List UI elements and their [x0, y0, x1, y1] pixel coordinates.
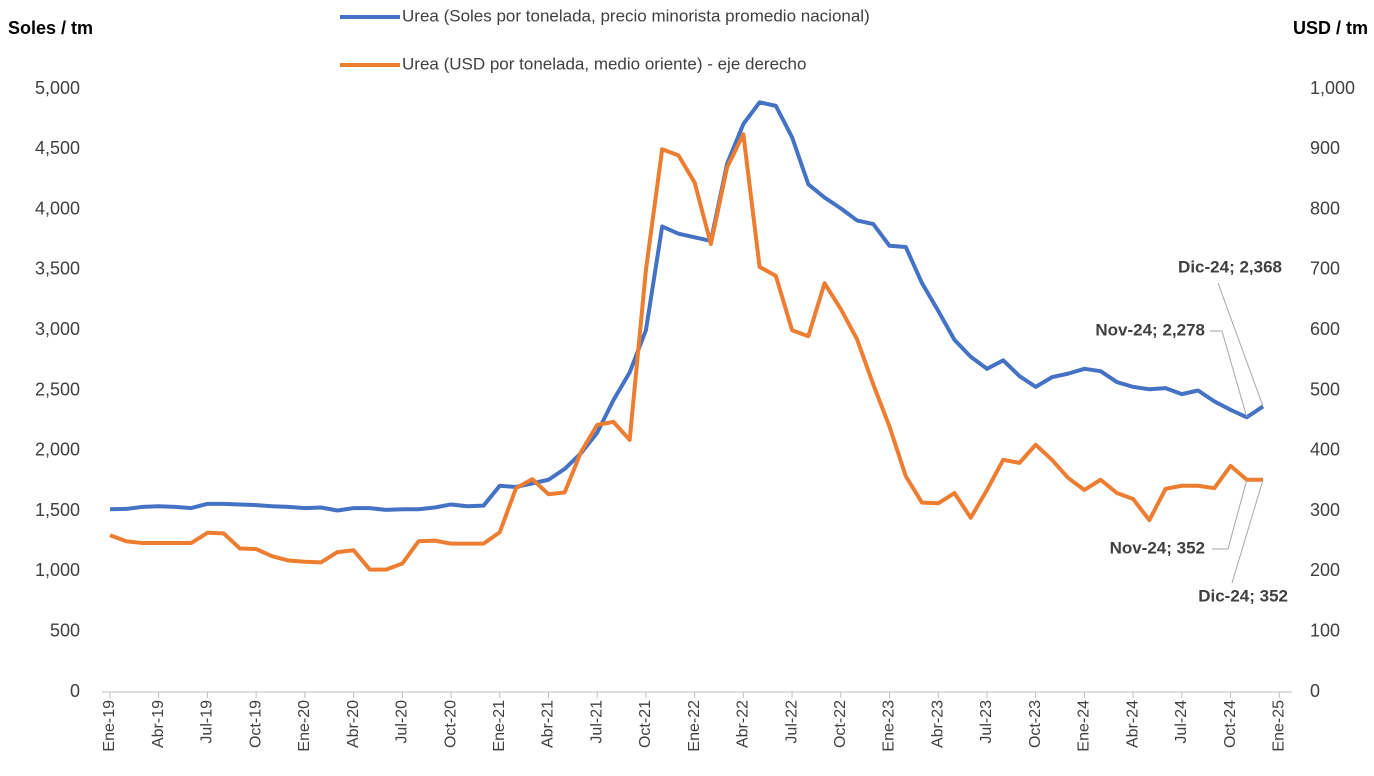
y-axis-title: Soles / tm	[8, 18, 93, 38]
x-tick-label: Oct-23	[1027, 700, 1044, 748]
x-tick-label: Oct-19	[247, 700, 264, 748]
x-tick-label: Abr-19	[150, 700, 167, 748]
data-label: Nov-24; 2,278	[1095, 320, 1205, 339]
x-tick-label: Ene-22	[686, 700, 703, 752]
y-tick-label: 4,500	[35, 138, 80, 158]
x-tick-label: Abr-23	[929, 700, 946, 748]
y2-tick-label: 1,000	[1310, 78, 1355, 98]
y-tick-label: 2,000	[35, 440, 80, 460]
legend-label: Urea (USD por tonelada, medio oriente) -…	[402, 54, 806, 73]
y2-tick-label: 500	[1310, 379, 1340, 399]
x-tick-label: Abr-22	[735, 700, 752, 748]
series-line	[109, 100, 1265, 513]
y2-tick-label: 200	[1310, 560, 1340, 580]
y-tick-label: 1,500	[35, 500, 80, 520]
x-tick-label: Jul-24	[1173, 700, 1190, 744]
y2-axis-title: USD / tm	[1293, 18, 1368, 38]
y2-tick-label: 600	[1310, 319, 1340, 339]
x-tick-label: Ene-23	[881, 700, 898, 752]
x-tick-label: Abr-20	[345, 700, 362, 748]
x-tick-label: Ene-21	[491, 700, 508, 752]
x-tick-label: Jul-23	[978, 700, 995, 744]
x-tick-label: Ene-20	[296, 700, 313, 752]
y2-tick-label: 100	[1310, 620, 1340, 640]
leader-line	[1210, 330, 1248, 418]
leader-line	[1231, 479, 1264, 584]
data-label: Dic-24; 352	[1198, 586, 1288, 605]
y-tick-label: 3,500	[35, 259, 80, 279]
x-tick-label: Jul-21	[588, 700, 605, 744]
y-tick-label: 500	[50, 620, 80, 640]
x-tick-label: Oct-22	[832, 700, 849, 748]
leader-line	[1212, 479, 1248, 550]
x-tick-label: Jul-20	[394, 700, 411, 744]
x-tick-label: Abr-24	[1124, 700, 1141, 748]
x-tick-label: Oct-20	[442, 700, 459, 748]
y2-tick-label: 700	[1310, 259, 1340, 279]
data-label: Nov-24; 352	[1110, 538, 1205, 557]
data-label: Dic-24; 2,368	[1178, 257, 1282, 276]
x-tick-label: Jul-22	[783, 700, 800, 744]
y-tick-label: 0	[70, 681, 80, 701]
y2-tick-label: 400	[1310, 440, 1340, 460]
y-tick-label: 1,000	[35, 560, 80, 580]
y-tick-label: 2,500	[35, 379, 80, 399]
y-tick-label: 3,000	[35, 319, 80, 339]
y2-tick-label: 900	[1310, 138, 1340, 158]
x-tick-label: Ene-25	[1270, 700, 1287, 752]
x-tick-label: Jul-19	[199, 700, 216, 744]
x-tick-label: Oct-21	[637, 700, 654, 748]
x-tick-label: Oct-24	[1222, 700, 1239, 748]
y2-tick-label: 300	[1310, 500, 1340, 520]
y-tick-label: 4,000	[35, 198, 80, 218]
y-tick-label: 5,000	[35, 78, 80, 98]
legend-label: Urea (Soles por tonelada, precio minoris…	[402, 6, 870, 25]
series-line	[109, 132, 1264, 572]
x-tick-label: Ene-19	[101, 700, 118, 752]
y2-tick-label: 800	[1310, 198, 1340, 218]
x-tick-label: Ene-24	[1076, 700, 1093, 752]
y2-tick-label: 0	[1310, 681, 1320, 701]
x-tick-label: Abr-21	[540, 700, 557, 748]
leader-line	[1217, 282, 1264, 407]
